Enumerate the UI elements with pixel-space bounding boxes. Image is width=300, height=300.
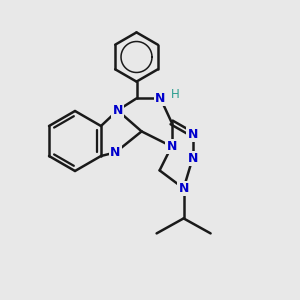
Text: N: N bbox=[155, 92, 166, 105]
Text: N: N bbox=[112, 104, 123, 117]
Text: H: H bbox=[170, 88, 179, 101]
Text: N: N bbox=[188, 152, 198, 165]
Text: N: N bbox=[110, 146, 121, 159]
Text: N: N bbox=[167, 140, 177, 153]
Text: N: N bbox=[178, 182, 189, 195]
Text: N: N bbox=[188, 128, 198, 141]
